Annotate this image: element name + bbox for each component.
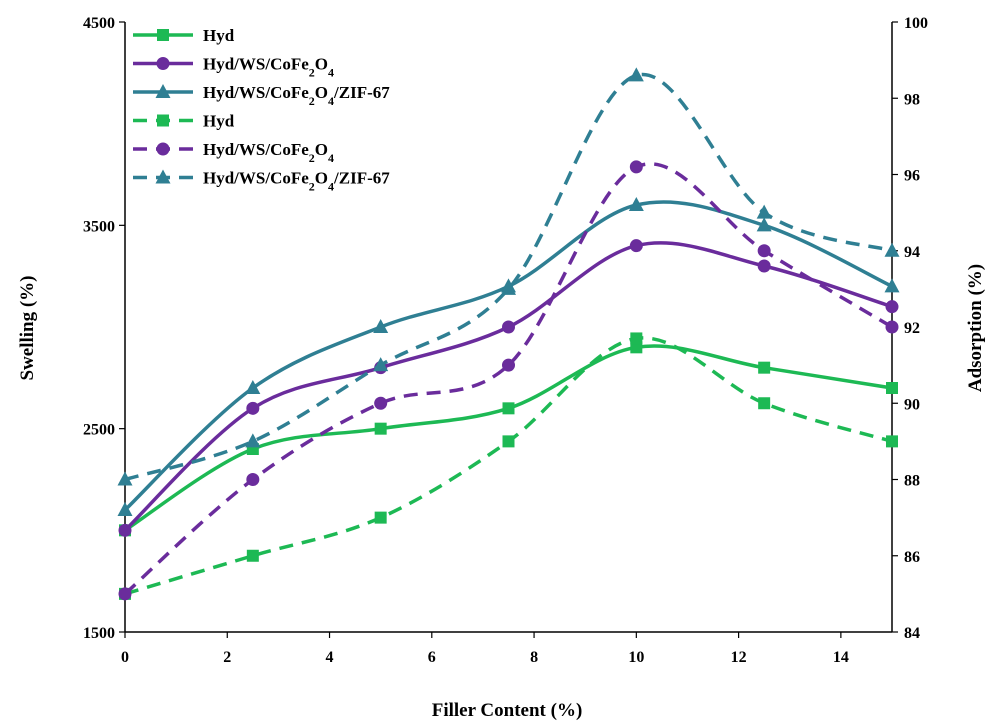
y2-tick-label: 84 (904, 625, 920, 642)
data-point (118, 523, 132, 537)
data-point (374, 422, 387, 435)
y2-tick-label: 92 (904, 320, 920, 337)
data-point (502, 435, 515, 448)
y2-tick-label: 100 (904, 15, 928, 32)
data-point (630, 332, 643, 345)
data-point (885, 320, 899, 334)
y2-tick-label: 96 (904, 168, 920, 185)
y-axis-title: Swelling (%) (17, 275, 38, 380)
y2-tick-label: 94 (904, 244, 920, 261)
legend-item: Hyd/WS/CoFe2O4 (133, 55, 334, 80)
series-layer (117, 67, 900, 601)
legend: Hyd Hyd/WS/CoFe2O4 Hyd/WS/CoFe2O4/ZIF-67 Hy… (133, 26, 390, 194)
y2-tick-label: 98 (904, 91, 920, 108)
legend-item: Hyd/WS/CoFe2O4 (133, 140, 334, 165)
series-line (124, 72, 893, 482)
data-point (884, 242, 900, 257)
data-point (501, 280, 516, 295)
legend-swatch-marker (156, 142, 170, 156)
data-point (245, 433, 261, 448)
data-point (373, 357, 389, 372)
legend-label: Hyd/WS/CoFe2O4/ZIF-67 (203, 83, 390, 108)
data-point (246, 401, 260, 415)
data-point (758, 361, 771, 374)
y-tick-label: 4500 (83, 15, 115, 32)
x-tick-label: 8 (530, 649, 538, 666)
legend-label: Hyd (203, 112, 235, 131)
data-point (118, 587, 132, 601)
series-line (124, 336, 893, 596)
legend-swatch-marker (157, 29, 169, 41)
data-point (756, 217, 772, 232)
data-point (374, 511, 387, 524)
data-point (502, 358, 515, 372)
data-point (245, 380, 261, 394)
data-point (629, 160, 643, 174)
data-point (628, 67, 644, 82)
legend-swatch-marker (155, 169, 171, 184)
data-point (884, 278, 900, 293)
data-point (885, 300, 899, 314)
legend-label: Hyd/WS/CoFe2O4/ZIF-67 (203, 169, 390, 194)
legend-item: Hyd/WS/CoFe2O4/ZIF-67 (133, 169, 390, 194)
data-point (757, 244, 771, 258)
y2-tick-label: 86 (904, 549, 920, 566)
x-tick-label: 4 (326, 649, 334, 666)
data-point (374, 396, 388, 410)
y2-axis-title: Adsorption (%) (965, 264, 986, 392)
y2-tick-label: 90 (904, 396, 920, 413)
data-point (246, 443, 259, 455)
data-point (117, 471, 133, 486)
data-point (756, 204, 772, 219)
series-3 (119, 332, 898, 600)
legend-item: Hyd (133, 26, 235, 45)
series-line (123, 200, 893, 512)
legend-swatch-marker (157, 114, 169, 127)
x-axis-title: Filler Content (%) (432, 700, 583, 721)
data-point (628, 197, 644, 211)
legend-swatch-marker (155, 84, 171, 98)
y2-tick-label: 88 (904, 473, 920, 490)
data-point (373, 319, 389, 333)
series-5 (117, 67, 900, 486)
legend-label: Hyd (203, 26, 235, 45)
x-tick-label: 6 (428, 649, 436, 666)
legend-label: Hyd/WS/CoFe2O4 (203, 140, 334, 165)
data-point (502, 402, 515, 415)
legend-swatch-marker (156, 57, 170, 70)
x-tick-label: 14 (833, 649, 849, 666)
data-point (246, 549, 259, 562)
x-tick-label: 10 (628, 649, 644, 666)
data-point (886, 382, 898, 394)
data-point (757, 259, 771, 273)
x-tick-label: 12 (731, 649, 747, 666)
y-tick-label: 3500 (83, 218, 115, 235)
data-point (629, 239, 643, 253)
data-point (246, 473, 260, 486)
data-point (886, 435, 898, 448)
legend-item: Hyd (133, 112, 235, 131)
legend-item: Hyd/WS/CoFe2O4/ZIF-67 (133, 83, 390, 108)
series-4 (118, 160, 899, 601)
data-point (117, 502, 133, 516)
legend-label: Hyd/WS/CoFe2O4 (203, 55, 334, 80)
y-tick-label: 1500 (83, 625, 115, 642)
axes: 0 2 4 6 8 10 12 14 1500 2500 3500 4500 84 86 88 90 92 94 9… (83, 15, 928, 666)
x-tick-label: 2 (223, 649, 231, 666)
x-tick-label: 0 (121, 649, 129, 666)
series-2 (117, 197, 900, 516)
data-point (502, 320, 515, 334)
y-tick-label: 2500 (83, 422, 115, 439)
data-point (758, 397, 771, 410)
